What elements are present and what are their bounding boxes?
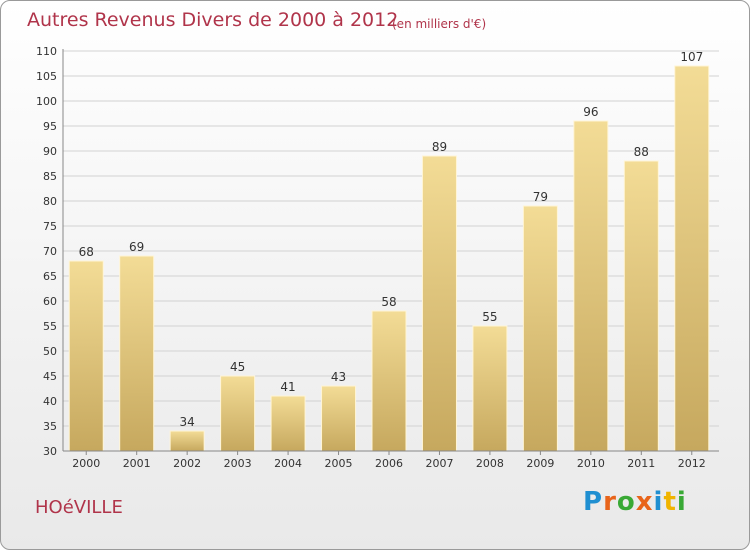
- logo-letter: t: [663, 487, 677, 517]
- data-label: 45: [230, 360, 245, 374]
- data-label: 41: [280, 380, 295, 394]
- y-tick-label: 100: [36, 95, 57, 108]
- y-tick-label: 80: [43, 195, 57, 208]
- y-tick-label: 110: [36, 45, 57, 58]
- data-label: 89: [432, 140, 447, 154]
- data-label: 34: [180, 415, 195, 429]
- y-tick-label: 75: [43, 220, 57, 233]
- bar-2009: [522, 205, 558, 452]
- x-tick-label: 2003: [224, 457, 252, 470]
- logo-letter: i: [653, 487, 664, 517]
- bar-2005: [321, 385, 357, 452]
- y-tick-label: 65: [43, 270, 57, 283]
- bar-2002: [169, 430, 205, 452]
- y-tick-label: 55: [43, 320, 57, 333]
- y-tick-label: 45: [43, 370, 57, 383]
- axes: 30 35 40 45 50 55 60 65 70 75 80 85 90 95 100 105 110 200…: [36, 45, 719, 470]
- bar-2001: [119, 255, 155, 452]
- y-tick-label: 95: [43, 120, 57, 133]
- gridlines: [63, 50, 719, 452]
- x-tick-label: 2006: [375, 457, 403, 470]
- y-tick-label: 50: [43, 345, 57, 358]
- bar-2006: [371, 310, 407, 452]
- x-tick-label: 2008: [476, 457, 504, 470]
- y-tick-label: 40: [43, 395, 57, 408]
- y-tick-label: 70: [43, 245, 57, 258]
- logo-letter: i: [676, 487, 687, 517]
- data-label: 43: [331, 370, 346, 384]
- data-label: 107: [680, 50, 703, 64]
- y-tick-label: 60: [43, 295, 57, 308]
- data-label: 68: [79, 245, 94, 259]
- y-tick-label: 105: [36, 70, 57, 83]
- bar-2012: [674, 65, 710, 452]
- x-tick-label: 2007: [425, 457, 453, 470]
- y-tick-label: 35: [43, 420, 57, 433]
- x-tick-label: 2009: [526, 457, 554, 470]
- x-tick-label: 2001: [123, 457, 151, 470]
- x-tick-label: 2005: [325, 457, 353, 470]
- proxiti-logo[interactable]: Proxiti: [583, 487, 687, 517]
- data-label: 96: [583, 105, 598, 119]
- logo-letter: P: [583, 487, 604, 517]
- bar-2008: [472, 325, 508, 452]
- bar-2004: [270, 395, 306, 452]
- bar-2003: [220, 375, 256, 452]
- y-tick-label: 85: [43, 170, 57, 183]
- data-label: 58: [381, 295, 396, 309]
- bar-2000: [68, 260, 104, 452]
- y-tick-label: 90: [43, 145, 57, 158]
- x-tick-label: 2012: [678, 457, 706, 470]
- x-tick-label: 2004: [274, 457, 302, 470]
- logo-letter: r: [603, 487, 617, 517]
- logo-letter: x: [635, 487, 654, 517]
- data-label: 88: [634, 145, 649, 159]
- bar-2007: [421, 155, 457, 452]
- city-name: HOéVILLE: [35, 497, 123, 518]
- x-tick-label: 2011: [627, 457, 655, 470]
- logo-letter: o: [616, 487, 636, 517]
- chart-title: Autres Revenus Divers de 2000 à 2012: [27, 9, 399, 31]
- y-tick-label: 30: [43, 445, 57, 458]
- x-tick-label: 2002: [173, 457, 201, 470]
- bars: 68 69 34 45 41 43 58 89 55 79 96 88 107: [68, 50, 710, 452]
- x-tick-label: 2010: [577, 457, 605, 470]
- data-label: 79: [533, 190, 548, 204]
- data-label: 55: [482, 310, 497, 324]
- x-tick-label: 2000: [72, 457, 100, 470]
- chart-subtitle: (en milliers d'€): [392, 17, 487, 31]
- bar-2010: [573, 120, 609, 452]
- data-label: 69: [129, 240, 144, 254]
- bar-2011: [623, 160, 659, 452]
